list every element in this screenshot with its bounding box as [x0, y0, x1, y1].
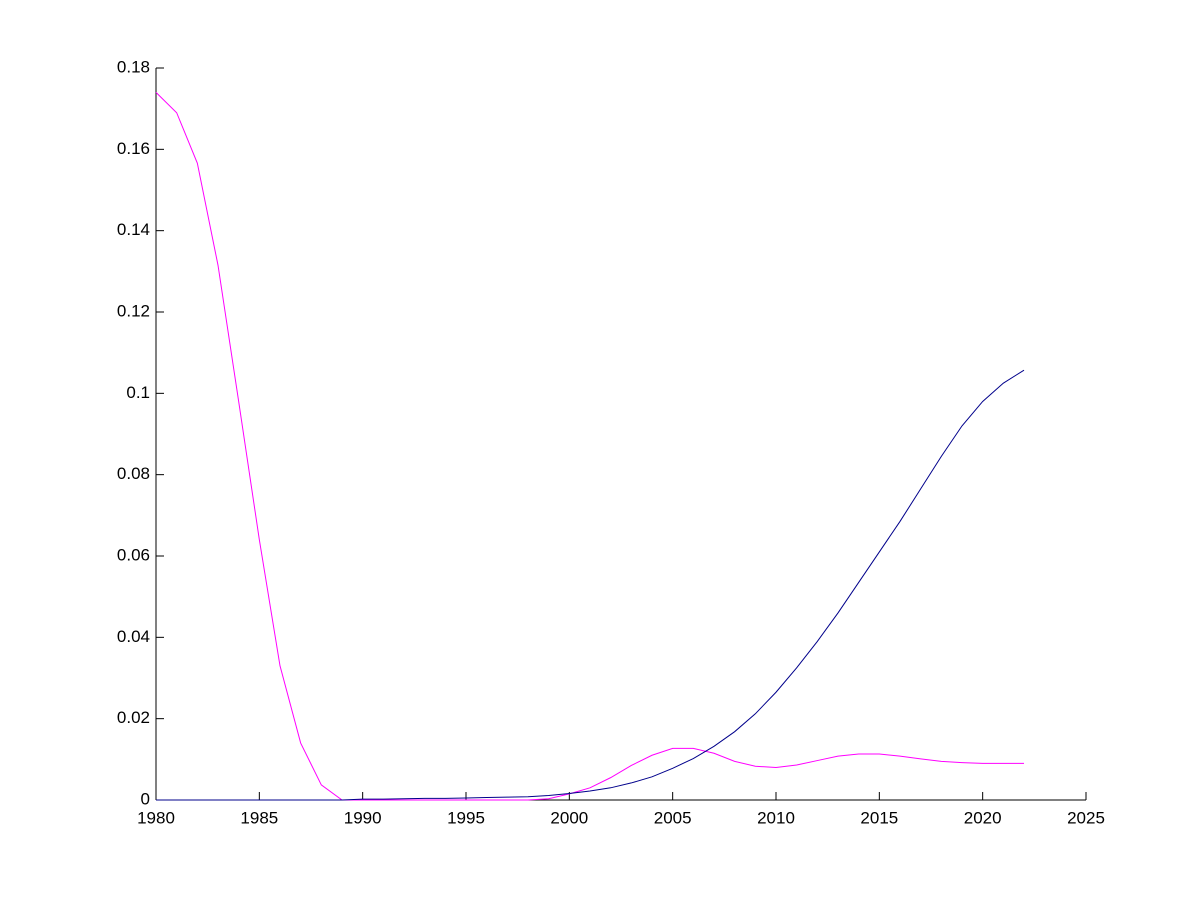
x-tick-label: 1995 — [447, 808, 485, 827]
x-tick-label: 2000 — [550, 808, 588, 827]
x-tick-label: 2015 — [860, 808, 898, 827]
y-tick-label: 0.16 — [117, 139, 150, 158]
y-tick-label: 0.06 — [117, 545, 150, 564]
line — [156, 369, 1025, 801]
y-tick-label: 0 — [141, 789, 150, 808]
y-tick-label: 0.14 — [117, 220, 150, 239]
y-tick-label: 0.12 — [117, 301, 150, 320]
y-tick-label: 0.1 — [126, 383, 150, 402]
x-tick-label: 2010 — [757, 808, 795, 827]
x-tick-label: 1985 — [240, 808, 278, 827]
x-tick-label: 2005 — [654, 808, 692, 827]
x-tick-label: 2025 — [1067, 808, 1105, 827]
y-tick-label: 0.18 — [117, 57, 150, 76]
y-tick-label: 0.04 — [117, 627, 150, 646]
x-tick-label: 2020 — [964, 808, 1002, 827]
line — [155, 92, 1024, 801]
x-tick-label: 1980 — [137, 808, 175, 827]
x-tick-label: 1990 — [344, 808, 382, 827]
y-tick-label: 0.02 — [117, 708, 150, 727]
y-tick-label: 0.08 — [117, 464, 150, 483]
